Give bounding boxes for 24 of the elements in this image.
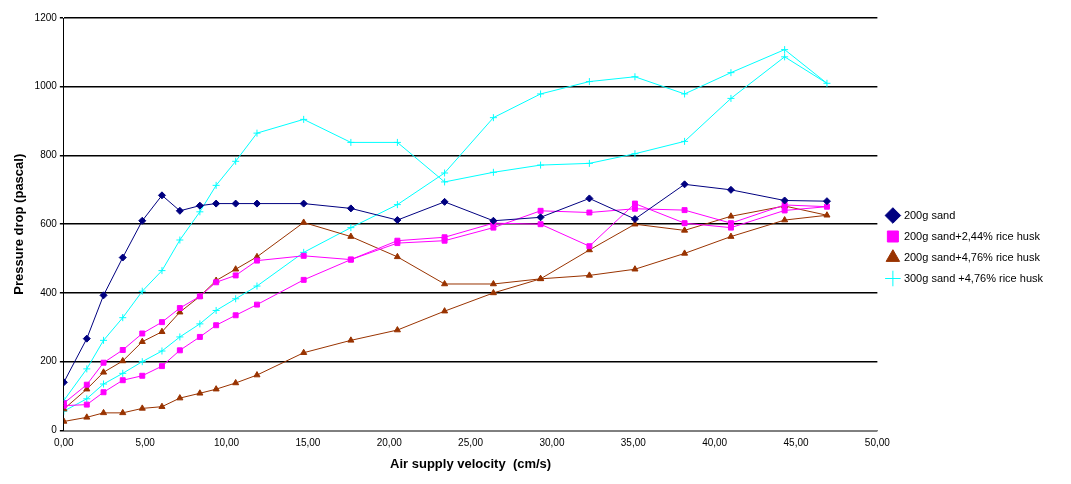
x-tick-label: 50,00: [864, 437, 891, 449]
x-tick-label: 30,00: [539, 437, 565, 449]
x-tick-label: 20,00: [376, 437, 403, 449]
legend-label: 200g sand+4,76% rice husk: [903, 250, 1041, 263]
legend-label: 300g sand +4,76% rice husk: [903, 271, 1044, 284]
x-tick-label: 40,00: [702, 437, 728, 449]
x-axis-title: Air supply velocity (cm/s): [390, 455, 552, 471]
x-tick-label: 35,00: [620, 437, 647, 449]
y-axis-title: Pressure drop (pascal): [11, 153, 27, 295]
legend-label: 200g sand: [903, 208, 956, 221]
legend-label: 200g sand+2,44% rice husk: [903, 229, 1041, 242]
x-tick-label: 45,00: [783, 437, 809, 449]
y-tick-label: 1200: [34, 11, 58, 23]
y-tick-label: 1000: [34, 80, 58, 92]
x-tick-label: 0,00: [54, 437, 75, 449]
x-tick-label: 25,00: [458, 437, 484, 449]
y-tick-label: 200: [40, 355, 58, 367]
x-tick-label: 5,00: [135, 437, 156, 449]
x-tick-label: 15,00: [295, 437, 321, 449]
y-tick-label: 800: [40, 149, 58, 161]
x-tick-label: 10,00: [214, 437, 240, 449]
y-tick-label: 0: [51, 424, 58, 436]
y-tick-label: 600: [40, 217, 58, 229]
y-tick-label: 400: [40, 286, 58, 298]
